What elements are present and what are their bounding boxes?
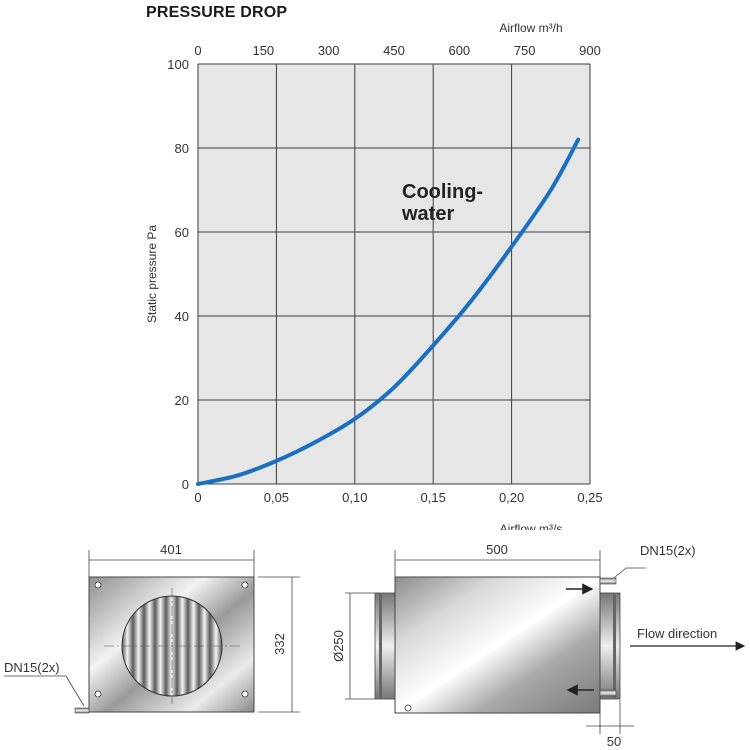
x2-tick-label: 450	[383, 43, 405, 58]
y-tick-label: 40	[175, 309, 189, 324]
front-connection-label: DN15(2x)	[4, 660, 60, 675]
side-casing	[394, 576, 601, 714]
grid	[197, 63, 591, 485]
series-annotation-line-2: water	[401, 203, 454, 225]
x-tick-label: 0	[194, 490, 201, 505]
side-connection-label: DN15(2x)	[640, 543, 696, 558]
y-axis-label: Static pressure Pa	[145, 225, 159, 323]
diameter-label: Ø250	[331, 630, 346, 662]
series-annotation-line-1: Cooling-	[402, 181, 483, 203]
pressure-drop-chart: 0 0,05 0,10 0,15 0,20 0,250 150 300 450 600 750 900…	[145, 21, 603, 530]
y-tick-label: 100	[167, 57, 189, 72]
height-label: 332	[272, 633, 287, 655]
technical-drawings: 401 DN15(2x) 332	[4, 542, 746, 749]
x2-tick-label: 300	[318, 43, 340, 58]
corner-bolt	[94, 690, 102, 698]
x-tick-label: 0,05	[264, 490, 289, 505]
corner-bolt	[94, 581, 102, 589]
y-tick-label: 0	[182, 477, 189, 492]
x-tick-label: 0,20	[499, 490, 524, 505]
x2-tick-label: 750	[514, 43, 536, 58]
x-tick-label: 0,25	[577, 490, 602, 505]
flow-direction-label: Flow direction	[637, 626, 717, 641]
outlet-spigot	[597, 592, 621, 700]
x2-tick-label: 150	[252, 43, 274, 58]
spigot-length-label: 50	[607, 734, 621, 749]
corner-bolt	[404, 704, 412, 712]
connection-leader	[4, 675, 85, 707]
front-view: 401 DN15(2x) 332	[4, 542, 300, 714]
side-view: 500 DN15(2x) Ø250 Flow direction 50	[331, 542, 746, 749]
chart-title: PRESSURE DROP	[146, 4, 288, 21]
series-line-cooling-water	[196, 137, 581, 486]
tick-labels: 0 0,05 0,10 0,15 0,20 0,250 150 300 450 600 750 900…	[167, 43, 602, 505]
x-tick-label: 0,15	[421, 490, 446, 505]
width-label: 401	[160, 542, 182, 557]
pipe-connection	[599, 689, 617, 697]
length-label: 500	[486, 542, 508, 557]
x2-axis-label: Airflow m³/h	[499, 21, 562, 35]
pipe-connection	[74, 707, 90, 714]
x2-tick-label: 600	[448, 43, 470, 58]
series	[196, 137, 581, 486]
corner-bolt	[241, 581, 249, 589]
x2-tick-label: 900	[579, 43, 601, 58]
corner-bolt	[241, 690, 249, 698]
pipe-connection	[599, 577, 617, 585]
y-tick-label: 20	[175, 393, 189, 408]
y-tick-label: 60	[175, 225, 189, 240]
x2-tick-label: 0	[194, 43, 201, 58]
x-axis-label: Airflow m³/s	[500, 522, 563, 530]
y-tick-label: 80	[175, 141, 189, 156]
connection-leader	[613, 567, 646, 579]
x-tick-label: 0,10	[342, 490, 367, 505]
inlet-spigot	[374, 592, 398, 700]
plot-background	[198, 64, 590, 484]
